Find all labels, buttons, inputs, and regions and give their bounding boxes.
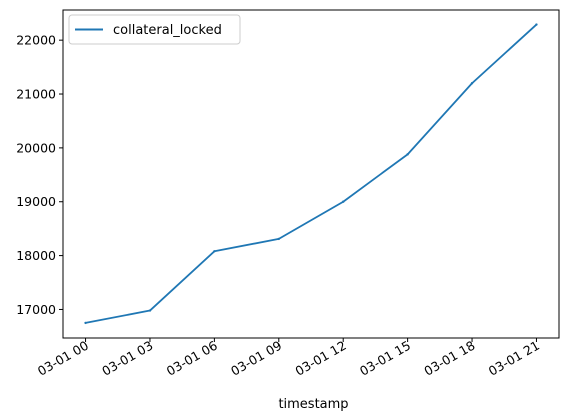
x-tick-label: 03-01 09 <box>228 338 284 379</box>
y-tick-label: 17000 <box>16 302 56 317</box>
x-tick-label: 03-01 12 <box>293 338 349 379</box>
data-point <box>470 82 474 85</box>
data-point <box>342 200 345 203</box>
x-tick-label: 03-01 21 <box>486 338 542 379</box>
x-tick-label: 03-01 15 <box>357 338 413 379</box>
y-tick-label: 20000 <box>16 140 56 155</box>
y-tick-label: 22000 <box>16 33 56 48</box>
series <box>84 23 538 325</box>
y-tick-label: 19000 <box>16 194 56 209</box>
x-tick-label: 03-01 00 <box>35 338 91 379</box>
data-point <box>277 237 280 241</box>
data-point <box>535 23 538 26</box>
plot-frame <box>62 9 560 339</box>
x-tick-label: 03-01 06 <box>164 338 220 379</box>
y-tick-label: 21000 <box>16 87 56 102</box>
x-axis-label: timestamp <box>278 397 348 412</box>
x-tick-label: 03-01 03 <box>99 338 155 379</box>
axes <box>62 9 560 339</box>
legend-label: collateral_locked <box>113 23 222 38</box>
data-point <box>84 321 87 325</box>
legend: collateral_locked <box>68 14 241 45</box>
data-point <box>213 250 216 253</box>
data-point <box>148 309 152 312</box>
y-tick-label: 18000 <box>16 248 56 263</box>
x-tick-label: 03-01 18 <box>421 338 477 379</box>
data-point <box>406 153 409 156</box>
legend-box <box>68 14 241 45</box>
series-line-collateral_locked <box>85 23 538 324</box>
